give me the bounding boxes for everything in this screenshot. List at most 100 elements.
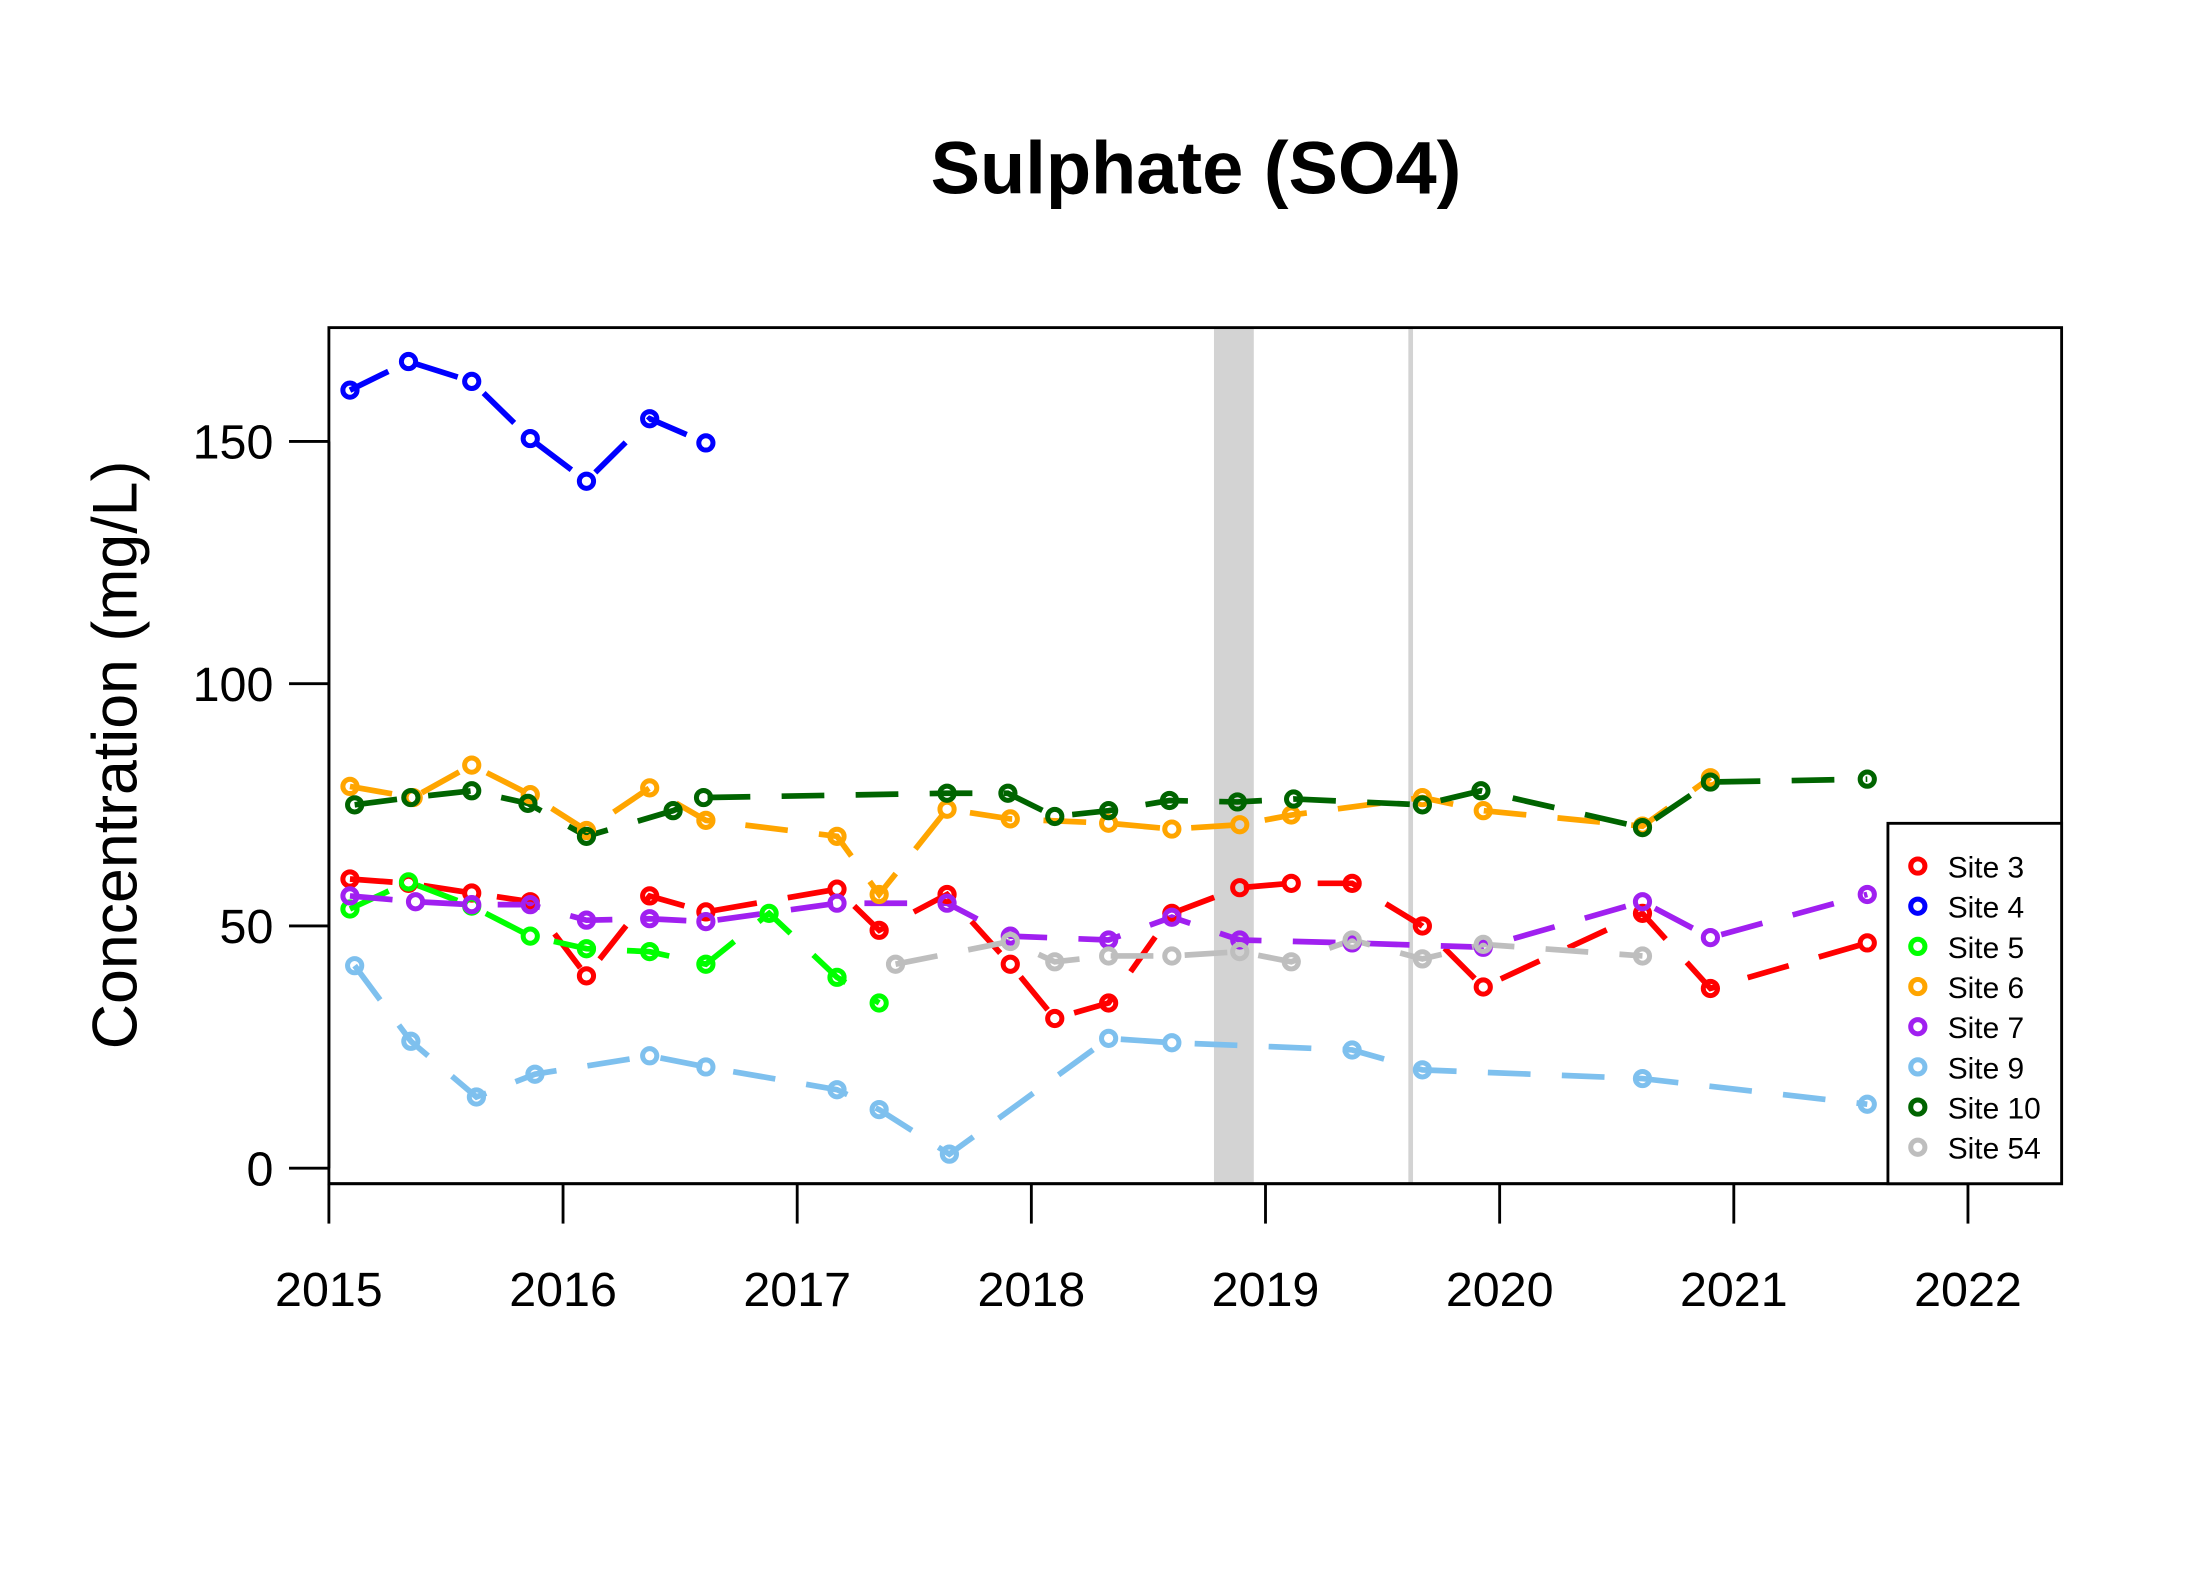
data-point xyxy=(640,409,660,429)
y-axis: 0 50 100 150 xyxy=(193,416,331,1196)
data-point xyxy=(1045,952,1065,972)
data-point xyxy=(1412,916,1432,936)
data-point xyxy=(869,920,889,940)
data-point xyxy=(340,776,360,797)
data-point xyxy=(401,1031,421,1051)
data-point xyxy=(663,801,683,821)
data-point xyxy=(1857,769,1877,789)
legend-marker xyxy=(1908,856,1928,876)
data-point xyxy=(1162,819,1182,839)
legend-label: Site 5 xyxy=(1948,932,2024,965)
data-point xyxy=(576,939,597,959)
data-point xyxy=(466,1087,487,1107)
data-point xyxy=(1632,892,1653,912)
series-line-site-6 xyxy=(349,761,1713,900)
legend-label: Site 54 xyxy=(1948,1133,2041,1166)
data-point xyxy=(1045,1008,1065,1029)
data-point xyxy=(398,351,419,372)
data-point xyxy=(696,902,716,922)
legend: Site 3 Site 4 Site 5 Site 6 Site 7 Site 9 Site… xyxy=(1886,821,2064,1186)
legend-label: Site 7 xyxy=(1948,1012,2024,1045)
series-line-site-7 xyxy=(349,891,1869,951)
legend-marker xyxy=(1908,1057,1928,1077)
legend-label: Site 6 xyxy=(1948,972,2024,1005)
legend-box xyxy=(1886,821,2064,1186)
data-point xyxy=(640,942,660,962)
data-point xyxy=(520,895,540,915)
data-point xyxy=(1230,942,1250,962)
x-tick-label: 2018 xyxy=(978,1263,1086,1317)
data-point xyxy=(398,872,419,892)
data-point xyxy=(1230,930,1250,950)
legend-marker xyxy=(1908,976,1928,997)
data-point xyxy=(1412,1060,1432,1080)
data-point xyxy=(998,783,1018,803)
data-point xyxy=(576,471,597,491)
y-tick-label: 50 xyxy=(220,900,274,954)
data-point xyxy=(1000,931,1020,952)
data-point xyxy=(405,892,426,912)
data-point xyxy=(401,787,421,808)
data-point xyxy=(640,778,660,798)
data-point xyxy=(696,433,716,453)
x-tick-label: 2017 xyxy=(743,1263,851,1317)
data-point xyxy=(340,886,360,906)
series-line-site-4 xyxy=(348,358,708,485)
data-point xyxy=(1857,933,1877,953)
data-point xyxy=(939,1144,960,1164)
data-point xyxy=(340,380,360,400)
data-point xyxy=(937,893,957,913)
y-tick-label: 100 xyxy=(193,658,274,712)
data-point xyxy=(1162,1033,1182,1053)
data-point xyxy=(1412,949,1432,969)
plot-frame xyxy=(327,326,2064,1186)
data-point xyxy=(1632,1068,1653,1089)
legend-marker xyxy=(1908,896,1928,916)
data-point xyxy=(345,956,365,976)
x-tick-label: 2021 xyxy=(1680,1263,1788,1317)
data-point xyxy=(640,1046,660,1066)
data-point xyxy=(1700,772,1721,792)
data-point xyxy=(640,886,660,906)
data-point xyxy=(885,954,906,974)
series-points xyxy=(340,351,1877,1164)
data-point xyxy=(937,884,957,905)
data-point xyxy=(1283,789,1304,809)
data-point xyxy=(1099,993,1119,1013)
data-point xyxy=(576,966,597,986)
series-line-site-9 xyxy=(352,963,1868,1158)
data-point xyxy=(340,869,360,889)
data-point xyxy=(1473,801,1493,821)
data-point xyxy=(1230,815,1250,835)
legend-marker xyxy=(1908,1017,1928,1037)
x-tick-label: 2022 xyxy=(1914,1263,2022,1317)
data-point xyxy=(696,810,716,830)
series-line-site-5 xyxy=(348,878,881,1006)
data-point xyxy=(1162,946,1182,966)
data-point xyxy=(693,787,714,808)
legend-marker xyxy=(1908,1097,1928,1117)
y-tick-label: 150 xyxy=(193,416,274,470)
data-point xyxy=(696,1057,716,1077)
data-point xyxy=(518,793,538,813)
data-point xyxy=(1000,809,1020,829)
legend-label: Site 4 xyxy=(1948,892,2024,925)
shaded-period xyxy=(1213,327,1254,1184)
data-point xyxy=(1857,884,1877,905)
shaded-period xyxy=(1408,327,1414,1184)
x-tick-label: 2016 xyxy=(509,1263,617,1317)
legend-label: Site 10 xyxy=(1948,1092,2041,1125)
data-point xyxy=(937,783,957,803)
data-point xyxy=(869,993,889,1013)
legend-marker xyxy=(1908,1137,1928,1157)
y-tick-label: 0 xyxy=(246,1142,273,1196)
data-point xyxy=(345,795,365,815)
data-point xyxy=(576,910,597,930)
data-point xyxy=(827,1080,847,1100)
data-point xyxy=(1473,977,1493,997)
data-point xyxy=(640,909,660,929)
data-point xyxy=(520,428,540,449)
legend-marker xyxy=(1908,936,1928,957)
data-point xyxy=(869,1099,889,1120)
